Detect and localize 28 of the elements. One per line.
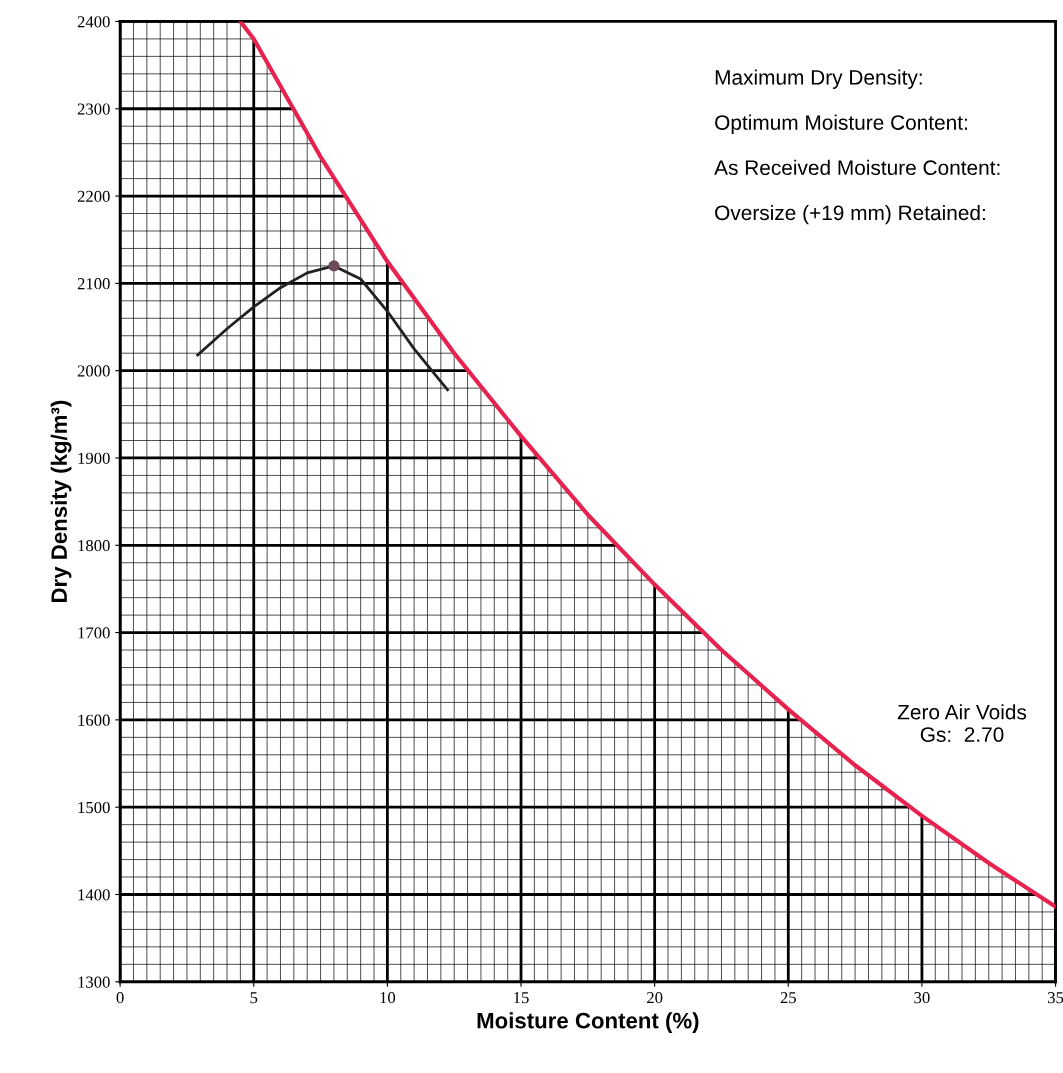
text: Zero Air Voids Gs: 2.70 [897,704,1027,742]
y-tick-label: 1600 [78,714,110,726]
y-tick-label: 2200 [77,190,110,203]
x-tick-label: 5 [250,992,258,1004]
line-series [238,21,1056,909]
annotation: Maximum Dry Density: [715,69,922,89]
annotation: Oversize (+19 mm) Retained: [715,204,985,225]
y-tick-label: 1500 [78,801,110,814]
y-tick-label: 1300 [78,976,110,988]
x-tick-label: 10 [380,992,396,1004]
x-tick-label: 25 [780,992,796,1004]
y-tick-label: 1700 [78,627,110,639]
y-tick-label: 2000 [77,365,110,377]
annotation: Optimum Moisture Content: [715,114,967,135]
x-tick-label: 15 [514,992,529,1004]
y-tick-label: 1900 [78,452,110,464]
x-tick-label: 30 [914,992,930,1004]
y-tick-label: 2400 [77,16,110,28]
x-tick-label: 0 [116,992,124,1004]
x-tick-label: 20 [647,992,663,1004]
y-tick-label: 2300 [77,103,110,115]
annotation: As Received Moisture Content: [714,159,1000,176]
y-axis-title: Dry Density (kg/m³) [50,400,72,603]
x-tick-label: 35 [1048,992,1063,1004]
x-axis-title: Moisture Content (%) [477,1012,699,1033]
y-tick-label: 2100 [77,278,110,290]
y-tick-label: 1400 [78,889,110,901]
y-tick-label: 1800 [78,539,110,552]
